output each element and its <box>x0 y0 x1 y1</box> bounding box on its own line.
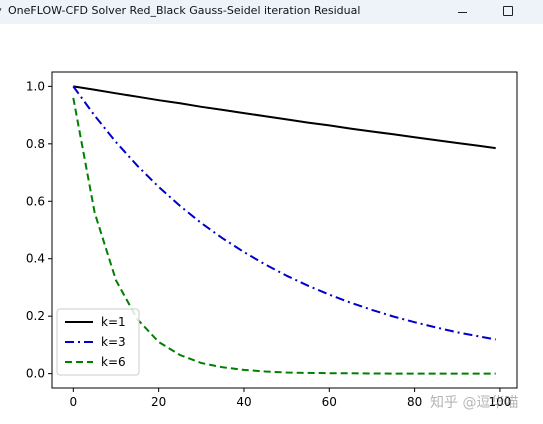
y-tick-label: 1.0 <box>26 79 45 93</box>
x-tick-label: 20 <box>151 395 166 409</box>
legend: k=1 k=3 k=6 <box>56 308 140 376</box>
watermark: 知乎 @逗华喵 <box>430 395 519 411</box>
legend-label: k=1 <box>101 315 126 329</box>
x-tick-label: 100 <box>488 395 511 409</box>
x-tick-label: 60 <box>322 395 337 409</box>
y-tick-label: 0.6 <box>26 194 45 208</box>
legend-label: k=6 <box>101 355 126 369</box>
legend-box <box>56 308 140 376</box>
y-tick-label: 0.4 <box>26 252 45 266</box>
x-tick-label: 40 <box>236 395 251 409</box>
maximize-button[interactable] <box>497 2 519 20</box>
legend-label: k=3 <box>101 335 126 349</box>
app-icon: ▾ <box>0 4 2 17</box>
y-tick-label: 0.0 <box>26 367 45 381</box>
axis-ticks: 0 20 40 60 80 100 0.0 0.2 0.4 0.6 0.8 1.0 <box>26 79 511 409</box>
x-tick-label: 80 <box>407 395 422 409</box>
residual-chart: 0 20 40 60 80 100 0.0 0.2 0.4 0.6 0.8 1.0 k=1 k=3 k=6 <box>26 71 518 409</box>
minimize-icon <box>457 11 467 13</box>
y-tick-label: 0.8 <box>26 137 45 151</box>
maximize-icon <box>503 6 513 16</box>
y-tick-label: 0.2 <box>26 309 45 323</box>
series-line-1 <box>72 85 496 341</box>
series-line-0 <box>73 85 496 150</box>
x-tick-label: 0 <box>70 395 78 409</box>
minimize-button[interactable] <box>451 2 473 20</box>
series-lines <box>72 85 496 375</box>
window-titlebar: ▾ OneFLOW-CFD Solver Red_Black Gauss-Sei… <box>0 0 543 24</box>
series-line-2 <box>72 97 496 375</box>
window-title: OneFLOW-CFD Solver Red_Black Gauss-Seide… <box>8 4 361 17</box>
